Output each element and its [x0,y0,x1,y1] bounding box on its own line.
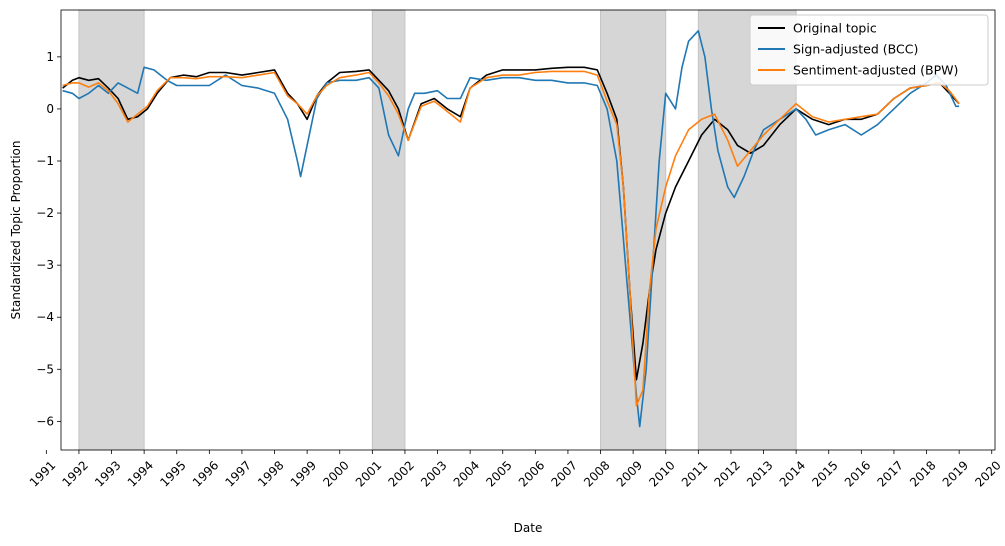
y-tick-label: −5 [36,362,54,376]
y-tick-label: −1 [36,154,54,168]
y-tick-label: −4 [36,310,54,324]
legend-box [749,14,989,86]
series-lines [62,30,960,428]
x-axis-label: Date [514,521,543,535]
shaded-period [78,9,145,451]
y-tick-label: −6 [36,414,54,428]
y-tick-label: −3 [36,258,54,272]
shaded-period [371,9,406,451]
legend: Original topic Sign-adjusted (BCC) Sentime… [749,14,989,86]
y-tick-label: 1 [46,50,54,64]
y-tick-label: −2 [36,206,54,220]
legend-label: Sign-adjusted (BCC) [793,42,918,57]
legend-label: Original topic [793,21,877,36]
y-axis-label: Standardized Topic Proportion [9,141,23,320]
series-line [62,30,960,428]
y-axis: 1 0 −1 −2 −3 −4 −5 −6 [36,50,61,428]
series-line [62,70,960,407]
legend-label: Sentiment-adjusted (BPW) [793,63,958,78]
plot-frame [60,9,996,451]
y-tick-label: 0 [46,102,54,116]
series-line [62,66,960,381]
